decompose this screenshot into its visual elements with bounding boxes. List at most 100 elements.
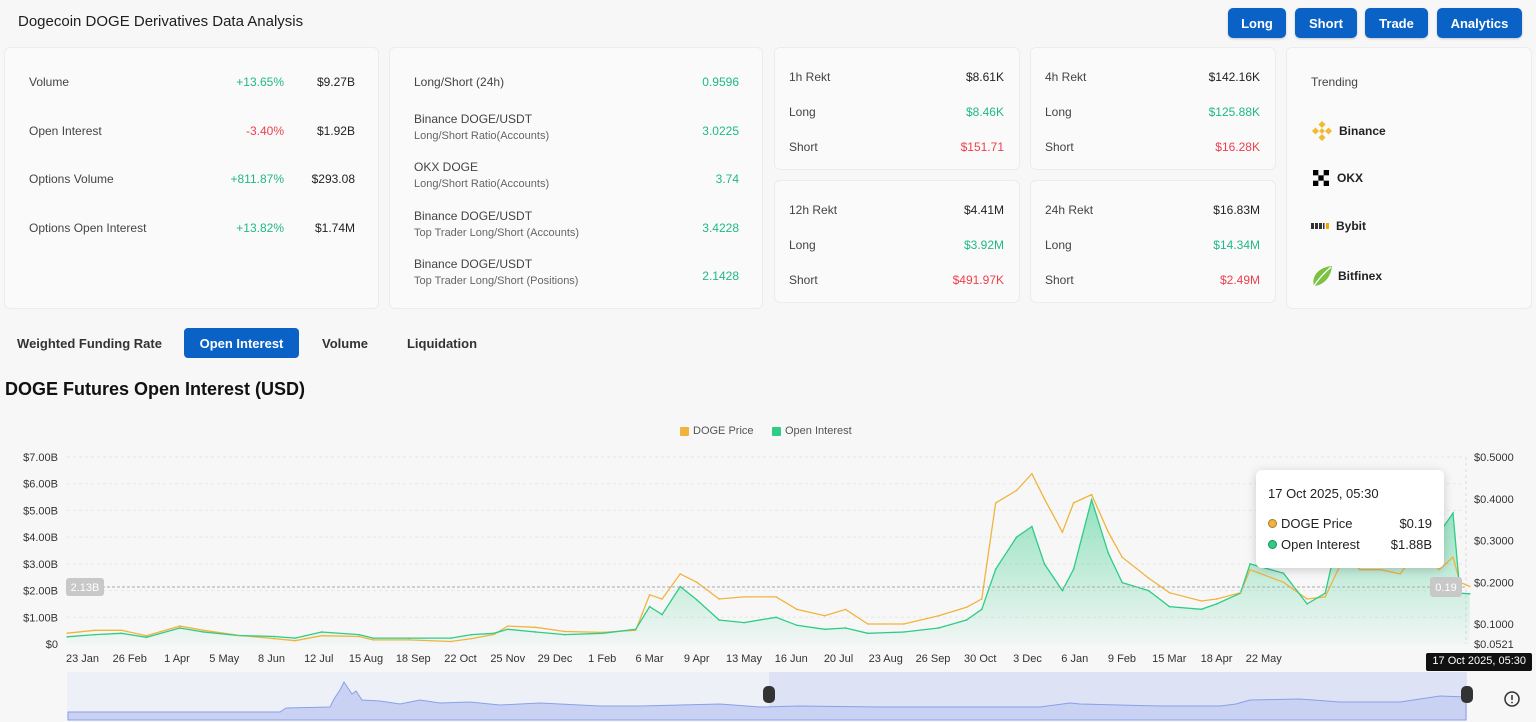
doge-price-point	[358, 635, 360, 638]
legend-item-price[interactable]: DOGE Price	[680, 425, 754, 437]
ratio-value: 3.74	[715, 172, 739, 186]
doge-price-point	[470, 637, 473, 640]
y-right-tick-label: $0.4000	[1474, 494, 1514, 506]
x-tick-label: 8 Jun	[258, 653, 285, 665]
long-button[interactable]: Long	[1228, 8, 1286, 38]
open-interest-point	[1121, 581, 1124, 584]
rekt-row-value: $491.97K	[952, 273, 1004, 287]
y-left-tick-label: $3.00B	[23, 559, 58, 571]
overview-change: +13.65%	[236, 75, 284, 89]
rekt-row-value: $8.46K	[965, 105, 1004, 119]
ratio-sublabel: Top Trader Long/Short (Positions)	[414, 275, 579, 287]
open-interest-point	[202, 631, 205, 633]
doge-price-point	[648, 593, 651, 596]
tooltip-row-open-interest: Open Interest $1.88B	[1268, 534, 1432, 555]
x-tick-label: 9 Feb	[1108, 653, 1136, 665]
open-interest-point	[775, 616, 777, 619]
trending-item-bybit[interactable]: Bybit	[1311, 219, 1366, 233]
rekt-row-label: 24h Rekt	[1045, 203, 1094, 217]
doge-price-point	[1031, 472, 1033, 475]
doge-price-point	[718, 598, 720, 600]
trade-button[interactable]: Trade	[1365, 8, 1428, 38]
rekt-row-value: $4.41M	[963, 203, 1004, 217]
trending-item-binance[interactable]: Binance	[1311, 120, 1386, 142]
tab-weighted-funding-rate[interactable]: Weighted Funding Rate	[17, 335, 162, 351]
bybit-icon	[1311, 223, 1329, 229]
doge-price-point	[867, 623, 869, 625]
doge-price-point	[1043, 497, 1046, 500]
doge-price-point	[1061, 531, 1064, 533]
open-interest-point	[696, 599, 698, 601]
y-right-tick-label: $0.0521	[1474, 639, 1514, 651]
open-interest-point	[937, 627, 940, 629]
navigator-handle-right[interactable]	[1461, 686, 1473, 703]
x-tick-label: 20 Jul	[824, 653, 853, 665]
open-interest-point	[1031, 525, 1033, 528]
tooltip-label: Open Interest	[1281, 537, 1360, 552]
doge-price-point	[1200, 600, 1203, 602]
tab-liquidation[interactable]: Liquidation	[406, 335, 478, 351]
tooltip-value: $1.88B	[1390, 537, 1432, 552]
x-tick-label: 1 Feb	[588, 653, 616, 665]
open-interest-point	[1107, 552, 1110, 554]
page-title: Dogecoin DOGE Derivatives Data Analysis	[18, 13, 304, 30]
tab-volume[interactable]: Volume	[322, 335, 368, 351]
ratio-label: Binance DOGE/USDT	[414, 111, 533, 126]
crosshair-left-label: 2.13B	[71, 582, 100, 594]
open-interest-chart[interactable]: $0 $1.00B $2.00B $3.00B $4.00B $5.00B $6.00B $7…	[0, 440, 1536, 722]
legend-label: DOGE Price	[693, 425, 754, 437]
doge-price-point	[273, 637, 276, 640]
doge-price-point	[237, 634, 239, 637]
navigator-handle-left[interactable]	[763, 686, 775, 703]
overview-value: $1.92B	[316, 123, 355, 138]
tooltip-title: 17 Oct 2025, 05:30	[1268, 486, 1379, 501]
doge-price-point	[320, 634, 323, 637]
overview-value: $1.74M	[314, 220, 355, 235]
x-tick-label: 18 Sep	[396, 653, 431, 665]
open-interest-point	[796, 624, 798, 627]
doge-price-point	[903, 623, 905, 625]
open-interest-point	[470, 633, 473, 636]
legend-item-open-interest[interactable]: Open Interest	[772, 425, 852, 437]
x-tick-label: 23 Jan	[66, 653, 99, 665]
rekt-card: 1h Rekt $8.61K Long $8.46K Short $151.71	[774, 47, 1020, 170]
doge-price-point	[1107, 531, 1110, 533]
doge-price-point	[1359, 568, 1361, 571]
open-interest-point	[534, 631, 537, 633]
open-interest-point	[965, 619, 968, 621]
x-tick-label: 18 Apr	[1201, 653, 1233, 665]
doge-price-point	[696, 581, 698, 584]
reset-zoom-icon[interactable]	[1504, 691, 1520, 707]
ratio-label: Binance DOGE/USDT	[414, 208, 533, 223]
trending-item-bitfinex[interactable]: Bitfinex	[1311, 264, 1382, 288]
open-interest-point	[507, 628, 509, 631]
rekt-row-label: Short	[789, 273, 818, 287]
rekt-row-label: Long	[1045, 105, 1072, 119]
open-interest-point	[1200, 608, 1203, 611]
tab-open-interest[interactable]: Open Interest	[184, 328, 299, 358]
x-tick-label: 6 Mar	[635, 653, 663, 665]
open-interest-point	[320, 631, 323, 633]
short-button[interactable]: Short	[1295, 8, 1357, 38]
doge-price-point	[601, 631, 604, 634]
rekt-row-value: $2.49M	[1219, 273, 1260, 287]
trending-item-okx[interactable]: OKX	[1313, 170, 1363, 186]
y-left-tick-label: $1.00B	[23, 612, 58, 624]
x-tick-label: 23 Aug	[869, 653, 903, 665]
analytics-button[interactable]: Analytics	[1437, 8, 1522, 38]
legend-swatch	[680, 426, 689, 436]
rekt-row-value: $3.92M	[963, 238, 1004, 252]
trending-title: Trending	[1311, 75, 1358, 89]
ratio-sublabel: Top Trader Long/Short (Accounts)	[414, 226, 580, 239]
doge-price-point	[564, 630, 566, 633]
rekt-card: 12h Rekt $4.41M Long $3.92M Short $491.97K	[774, 180, 1020, 303]
crosshair-left-label-box	[66, 578, 104, 596]
navigator-series	[67, 681, 1467, 721]
doge-price-point	[743, 596, 745, 598]
y-right-tick-label: $0.3000	[1474, 536, 1514, 548]
doge-price-point	[634, 629, 637, 632]
open-interest-dot-icon	[1268, 540, 1277, 549]
open-interest-point	[1452, 512, 1454, 514]
doge-price-point	[1452, 556, 1454, 559]
open-interest-point	[1043, 563, 1046, 565]
